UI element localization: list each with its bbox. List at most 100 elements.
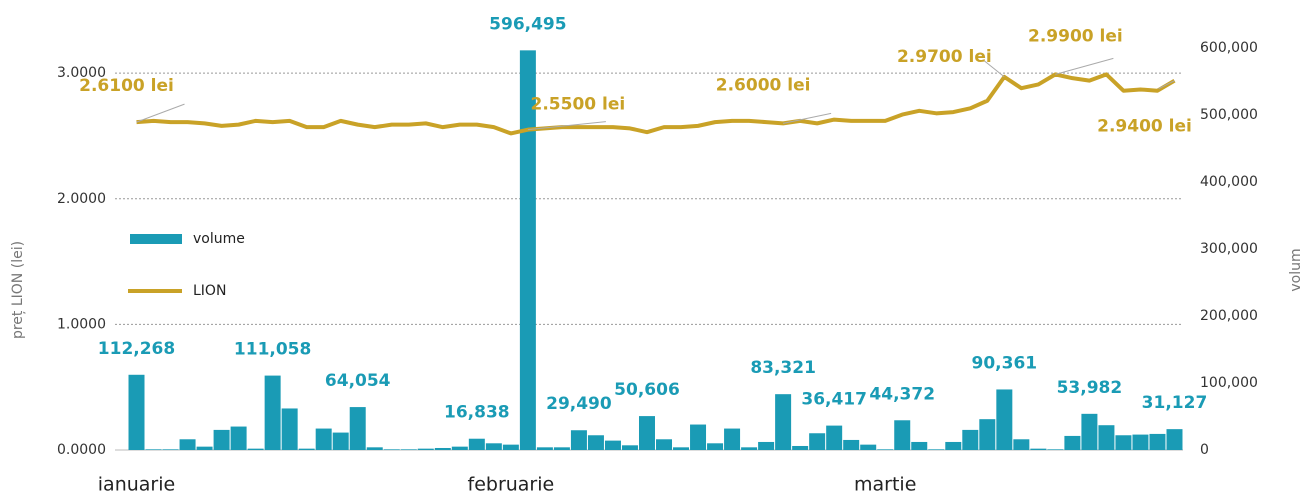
legend-swatch xyxy=(130,234,182,244)
bar xyxy=(332,432,349,450)
leader-line xyxy=(136,103,185,123)
bar xyxy=(587,435,604,450)
bar xyxy=(519,50,536,450)
bar xyxy=(741,447,758,450)
leader-line xyxy=(527,121,606,131)
bar xyxy=(656,439,673,450)
data-label: 53,982 xyxy=(1057,378,1123,398)
data-label: 111,058 xyxy=(234,340,311,360)
data-label: 2.6100 lei xyxy=(79,76,174,96)
x-tick-label: ianuarie xyxy=(98,474,175,496)
bar xyxy=(1166,429,1183,450)
bar xyxy=(536,447,553,450)
bar xyxy=(604,440,621,450)
bar xyxy=(809,433,826,450)
data-label: 2.5500 lei xyxy=(531,95,626,115)
data-label: 16,838 xyxy=(444,403,510,423)
y2-tick-label: 200,000 xyxy=(1200,308,1258,324)
leader-line xyxy=(783,112,832,124)
bar xyxy=(1098,425,1115,450)
bar xyxy=(877,449,894,450)
leader-line xyxy=(1158,80,1175,90)
bar xyxy=(1013,439,1030,450)
data-label: 112,268 xyxy=(98,339,175,359)
y2-tick-label: 100,000 xyxy=(1200,375,1258,391)
data-label: 50,606 xyxy=(614,380,680,400)
bar xyxy=(928,449,945,450)
y-axis-title: preț LION (lei) xyxy=(10,241,26,339)
y2-axis-title: volum xyxy=(1288,248,1304,291)
bar xyxy=(945,441,962,450)
bar xyxy=(315,428,332,450)
bar xyxy=(145,449,162,450)
bar xyxy=(843,439,860,450)
bar xyxy=(468,438,485,450)
y2-tick-label: 600,000 xyxy=(1200,40,1258,56)
y2-tick-label: 0 xyxy=(1200,442,1209,458)
bar xyxy=(775,394,792,450)
bar xyxy=(1115,435,1132,450)
bar xyxy=(1030,448,1047,450)
bar xyxy=(962,429,979,450)
bar xyxy=(1081,413,1098,450)
bar xyxy=(502,444,519,450)
data-label: 64,054 xyxy=(325,371,391,391)
data-label: 596,495 xyxy=(489,14,566,34)
leader-line xyxy=(1055,57,1114,75)
bar xyxy=(366,447,383,450)
bar xyxy=(281,408,298,450)
price-line xyxy=(136,72,1176,136)
data-label: 31,127 xyxy=(1142,393,1208,413)
bar xyxy=(621,445,638,450)
bar xyxy=(826,425,843,450)
bar xyxy=(451,446,468,450)
bar xyxy=(894,420,911,450)
bar xyxy=(1047,449,1064,450)
y-tick-label: 1.0000 xyxy=(57,316,106,332)
bar xyxy=(434,447,451,450)
bar xyxy=(638,416,655,450)
data-label: 36,417 xyxy=(801,390,867,410)
data-label: 2.9900 lei xyxy=(1028,26,1123,46)
bar xyxy=(298,448,315,450)
bar xyxy=(417,448,434,450)
y-tick-label: 3.0000 xyxy=(57,65,106,81)
legend-label: volume xyxy=(193,231,245,247)
data-label: 83,321 xyxy=(750,358,816,378)
x-tick-label: februarie xyxy=(468,474,555,496)
bar xyxy=(570,430,587,450)
data-label: 2.6000 lei xyxy=(716,75,811,95)
bar xyxy=(400,449,417,450)
bar xyxy=(179,439,196,450)
bar xyxy=(349,407,366,450)
bar xyxy=(213,429,230,450)
x-tick-label: martie xyxy=(854,474,916,496)
bar xyxy=(553,447,570,450)
data-label: 2.9400 lei xyxy=(1097,117,1192,137)
bar xyxy=(264,375,281,450)
data-label: 29,490 xyxy=(546,394,612,414)
y-tick-label: 0.0000 xyxy=(57,442,106,458)
data-label: 90,361 xyxy=(972,353,1038,373)
bar xyxy=(911,441,928,450)
bar xyxy=(1132,434,1149,450)
bar xyxy=(758,441,775,450)
bar xyxy=(1064,435,1081,450)
bar xyxy=(383,449,400,450)
bar xyxy=(724,428,741,450)
bar xyxy=(485,443,502,450)
bar xyxy=(196,446,213,450)
y2-tick-label: 400,000 xyxy=(1200,174,1258,190)
data-label: 2.9700 lei xyxy=(897,47,992,67)
bar xyxy=(1149,433,1166,450)
bar xyxy=(673,447,690,450)
y2-tick-label: 500,000 xyxy=(1200,107,1258,123)
bar xyxy=(247,448,264,450)
bar xyxy=(690,424,707,450)
y2-tick-label: 300,000 xyxy=(1200,241,1258,257)
data-label: 44,372 xyxy=(869,384,935,404)
bar xyxy=(996,389,1013,450)
bar xyxy=(162,449,179,450)
bar xyxy=(979,419,996,450)
legend-label: LION xyxy=(193,283,226,299)
